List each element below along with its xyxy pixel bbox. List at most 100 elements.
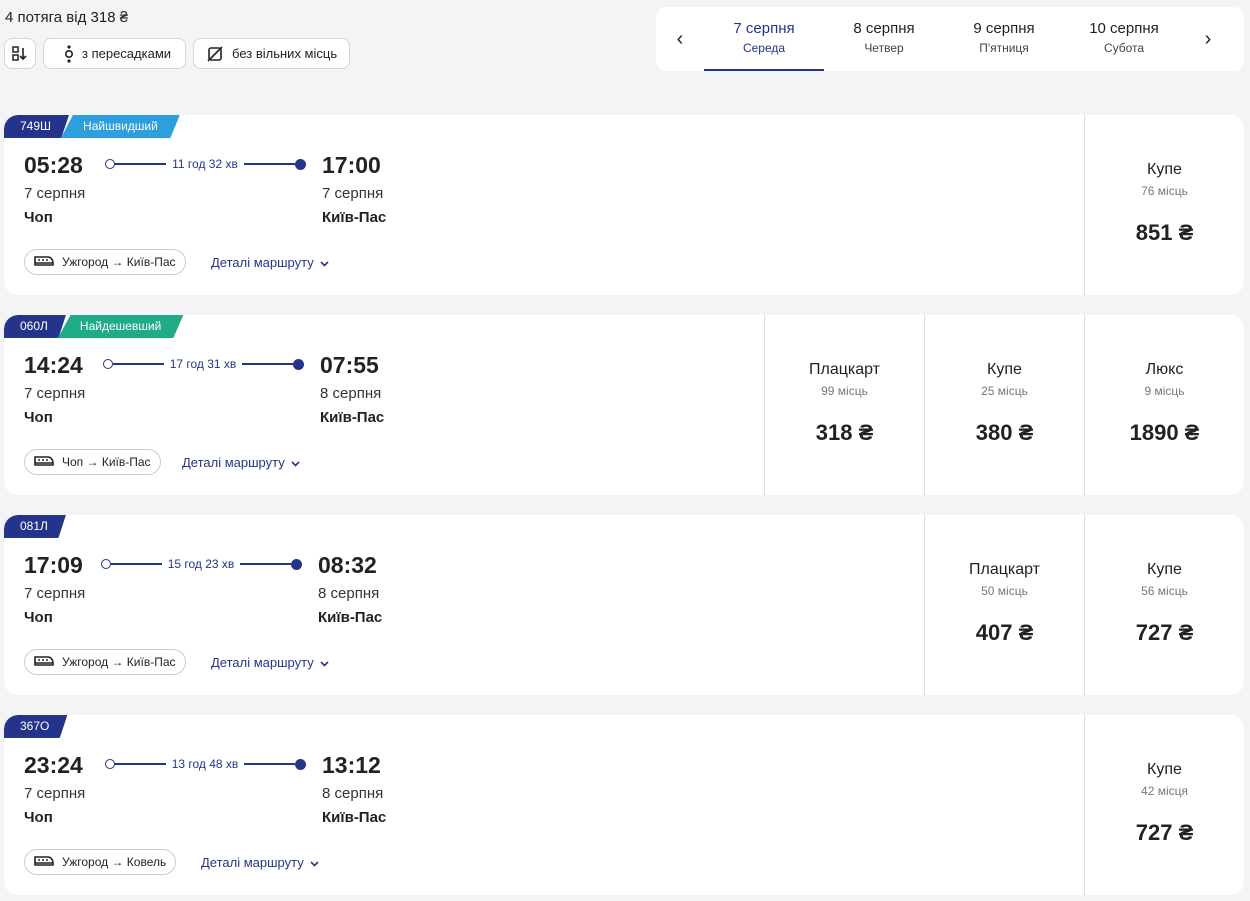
arrival-date: 8 серпня — [322, 785, 384, 802]
date-selector: ‹ 7 серпня Середа 8 серпня Четвер 9 серпня П'… — [656, 7, 1244, 71]
date-tab-weekday: П'ятниця — [979, 41, 1029, 55]
departure-date: 7 серпня — [24, 385, 86, 402]
chevron-right-icon: › — [1204, 27, 1212, 50]
transfer-icon — [64, 44, 74, 63]
departure-time: 05:28 — [24, 152, 83, 178]
date-tab[interactable]: 10 серпня Субота — [1064, 7, 1184, 71]
route-label: Ужгород → Київ-Пас — [62, 255, 176, 269]
route-details-link[interactable]: Деталі маршруту — [182, 455, 300, 470]
prev-date-button[interactable]: ‹ — [656, 7, 704, 71]
ticket-price: 851 ₴ — [1135, 220, 1194, 245]
car-class: Плацкарт — [968, 561, 1041, 578]
route-details-label: Деталі маршруту — [182, 455, 285, 470]
ticket-price: 727 ₴ — [1135, 820, 1194, 845]
line-segment — [115, 163, 167, 165]
ticket-price: 407 ₴ — [975, 620, 1034, 645]
train-card: 060Л Найдешевший 14:24 7 серпня Чоп 17 год 31… — [4, 315, 1244, 495]
date-tab-weekday: Субота — [1103, 41, 1145, 55]
duration: 11 год 32 хв — [172, 157, 238, 171]
duration: 13 год 48 хв — [171, 757, 239, 771]
departure-station: Чоп — [24, 809, 53, 826]
car-class: Плацкарт — [808, 361, 881, 378]
journey-line: 13 год 48 хв — [105, 757, 307, 771]
departure-date: 7 серпня — [24, 185, 86, 202]
price-option[interactable]: Купе 56 місць 727 ₴ — [1084, 515, 1244, 695]
route-chip: Ужгород → Київ-Пас — [24, 249, 186, 275]
filter-transfers-label: з пересадками — [82, 46, 172, 61]
departure-dot-icon — [103, 359, 113, 369]
seats-available: 50 місць — [981, 584, 1028, 598]
chevron-left-icon: ‹ — [676, 27, 684, 50]
route-chip: Чоп → Київ-Пас — [24, 449, 161, 475]
date-tab[interactable]: 8 серпня Четвер — [824, 7, 944, 71]
train-icon — [34, 855, 54, 870]
date-tab-weekday: Середа — [742, 41, 786, 55]
line-segment — [242, 363, 294, 365]
sort-button[interactable] — [4, 38, 36, 69]
arrival-station: Київ-Пас — [322, 809, 387, 826]
price-option[interactable]: Плацкарт 99 місць 318 ₴ — [764, 315, 924, 495]
arrival-station: Київ-Пас — [318, 609, 383, 626]
date-tab-date: 10 серпня — [1089, 20, 1159, 37]
arrival-time: 13:12 — [322, 752, 381, 778]
chevron-down-icon — [320, 255, 329, 270]
seats-available: 25 місць — [981, 384, 1028, 398]
ticket-price: 318 ₴ — [815, 420, 874, 445]
route-label: Ужгород → Ковель — [62, 855, 167, 869]
next-date-button[interactable]: › — [1184, 7, 1232, 71]
train-number: 749Ш — [4, 115, 70, 138]
filter-no-seats-button[interactable]: без вільних місць — [193, 38, 351, 69]
departure-date: 7 серпня — [24, 585, 86, 602]
results-summary: 4 потяга від 318 ₴ — [5, 9, 129, 26]
train-tags: 081Л — [4, 515, 66, 538]
train-badge: Найшвидший — [61, 115, 180, 138]
arrival-date: 7 серпня — [322, 185, 384, 202]
car-class: Купе — [1147, 561, 1182, 578]
date-tab-date: 7 серпня — [733, 20, 795, 37]
train-icon — [34, 255, 54, 270]
train-card: 367О 23:24 7 серпня Чоп 13 год 48 хв 13:12 8 с… — [4, 715, 1244, 895]
route-chip: Ужгород → Ковель — [24, 849, 177, 875]
line-segment — [115, 763, 166, 765]
car-class: Люкс — [1145, 361, 1184, 378]
arrival-time: 17:00 — [322, 152, 381, 178]
route-details-link[interactable]: Деталі маршруту — [211, 255, 329, 270]
arrival-date: 8 серпня — [318, 585, 380, 602]
departure-time: 23:24 — [24, 752, 83, 778]
line-segment — [244, 763, 296, 765]
arrival-station: Київ-Пас — [320, 409, 385, 426]
seats-available: 9 місць — [1144, 384, 1185, 398]
route-details-label: Деталі маршруту — [211, 255, 314, 270]
date-tab-weekday: Четвер — [864, 41, 904, 55]
departure-date: 7 серпня — [24, 785, 86, 802]
train-tags: 749Ш Найшвидший — [4, 115, 180, 138]
duration: 17 год 31 хв — [169, 357, 237, 371]
sort-icon — [12, 45, 27, 61]
filter-transfers-button[interactable]: з пересадками — [43, 38, 187, 69]
route-label: Чоп → Київ-Пас — [62, 455, 151, 469]
line-segment — [113, 363, 164, 365]
chevron-down-icon — [320, 655, 329, 670]
train-tags: 367О — [4, 715, 68, 738]
price-option[interactable]: Плацкарт 50 місць 407 ₴ — [924, 515, 1084, 695]
date-tab-date: 8 серпня — [853, 20, 915, 37]
seats-available: 42 місця — [1141, 784, 1188, 798]
price-option[interactable]: Купе 76 місць 851 ₴ — [1084, 115, 1244, 295]
date-tab[interactable]: 7 серпня Середа — [704, 7, 824, 71]
no-seats-icon — [207, 45, 223, 62]
journey-line: 15 год 23 хв — [101, 557, 303, 571]
route-details-link[interactable]: Деталі маршруту — [201, 855, 319, 870]
train-number: 060Л — [4, 315, 66, 338]
price-option[interactable]: Люкс 9 місць 1890 ₴ — [1084, 315, 1244, 495]
departure-dot-icon — [105, 159, 115, 169]
date-tab[interactable]: 9 серпня П'ятниця — [944, 7, 1064, 71]
arrival-date: 8 серпня — [320, 385, 382, 402]
route-chip: Ужгород → Київ-Пас — [24, 649, 186, 675]
price-option[interactable]: Купе 25 місць 380 ₴ — [924, 315, 1084, 495]
line-segment — [111, 563, 162, 565]
departure-time: 14:24 — [24, 352, 83, 378]
train-number: 081Л — [4, 515, 66, 538]
price-option[interactable]: Купе 42 місця 727 ₴ — [1084, 715, 1244, 895]
route-details-link[interactable]: Деталі маршруту — [211, 655, 329, 670]
ticket-price: 727 ₴ — [1135, 620, 1194, 645]
